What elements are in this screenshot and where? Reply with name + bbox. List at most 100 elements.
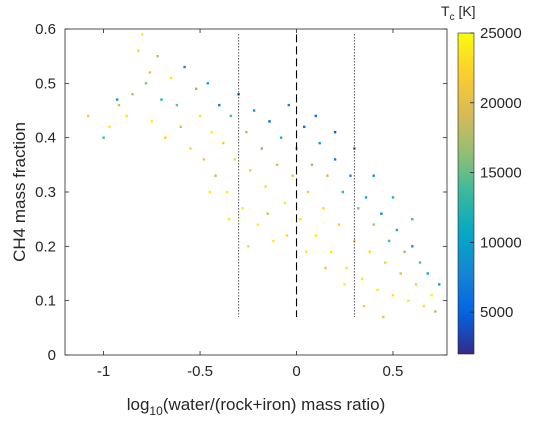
data-point xyxy=(260,147,263,150)
data-point xyxy=(148,71,152,74)
data-point xyxy=(202,158,206,161)
data-point xyxy=(206,82,209,85)
y-tick-label: 0.5 xyxy=(35,75,56,92)
x-tick-label: 0 xyxy=(292,363,300,380)
data-point xyxy=(283,201,287,205)
y-tick-label: 0.3 xyxy=(35,184,56,201)
data-point xyxy=(314,234,317,237)
data-point xyxy=(285,234,289,237)
y-axis-label: CH4 mass fraction xyxy=(10,122,29,262)
data-point xyxy=(407,299,410,302)
data-point xyxy=(387,239,391,243)
data-point xyxy=(115,98,119,101)
data-point xyxy=(391,294,395,297)
reference-lines xyxy=(238,34,355,317)
data-point xyxy=(87,114,90,118)
x-axis-label: log10(water/(rock+iron) mass ratio) xyxy=(127,395,386,418)
data-point xyxy=(198,114,202,118)
colorbar-tick-label: 10000 xyxy=(480,234,522,251)
x-axis-label-base: log xyxy=(127,395,150,414)
data-point xyxy=(247,245,250,248)
colorbar-ticks: 5000 10000 15000 20000 25000 xyxy=(470,25,522,321)
data-point xyxy=(169,76,173,80)
data-point xyxy=(318,141,321,145)
data-point xyxy=(268,120,271,123)
colorbar-tick-label: 5000 xyxy=(480,304,513,321)
y-tick-label: 0 xyxy=(48,347,56,364)
data-point xyxy=(303,125,306,128)
data-point xyxy=(399,272,402,275)
data-point xyxy=(314,114,317,118)
data-point xyxy=(189,147,192,150)
data-point xyxy=(287,103,290,107)
plot-frame xyxy=(64,28,448,356)
data-point xyxy=(411,245,414,248)
data-point xyxy=(430,294,433,297)
data-point xyxy=(310,163,314,166)
data-point xyxy=(150,120,153,123)
data-point xyxy=(403,250,406,253)
data-point xyxy=(364,196,368,199)
colorbar-label-main: T xyxy=(441,3,450,19)
data-point xyxy=(164,136,167,139)
data-point xyxy=(326,174,329,177)
data-point xyxy=(353,239,356,243)
data-point xyxy=(360,277,364,281)
colorbar-tick-label: 20000 xyxy=(480,95,522,112)
data-point xyxy=(299,218,302,221)
data-point xyxy=(144,82,148,85)
data-point xyxy=(306,190,310,194)
data-point xyxy=(349,174,352,177)
data-point xyxy=(291,174,294,177)
data-point xyxy=(141,33,144,36)
data-point xyxy=(341,190,344,194)
data-point xyxy=(422,304,425,308)
y-tick-label: 0.2 xyxy=(35,238,56,255)
data-point xyxy=(279,136,283,139)
data-point xyxy=(227,218,231,221)
data-point xyxy=(382,315,385,319)
data-point xyxy=(345,266,348,270)
data-point xyxy=(305,250,308,253)
colorbar-label: Tc [K] xyxy=(441,3,476,23)
data-point xyxy=(108,125,111,128)
x-axis-ticks: -1 -0.5 0 0.5 xyxy=(97,29,403,380)
data-point xyxy=(368,250,371,253)
data-point xyxy=(333,131,337,134)
colorbar-label-unit: [K] xyxy=(455,3,476,19)
y-tick-label: 0.1 xyxy=(35,293,56,310)
x-axis-label-subscript: 10 xyxy=(149,404,163,418)
y-axis-ticks: 0 0.1 0.2 0.3 0.4 0.5 0.6 xyxy=(35,21,447,364)
x-tick-label: 0.5 xyxy=(383,363,404,380)
data-point xyxy=(229,114,233,118)
data-point xyxy=(380,212,383,215)
data-point xyxy=(175,103,179,107)
data-point xyxy=(131,93,134,96)
x-tick-label: -1 xyxy=(97,363,110,380)
data-point xyxy=(225,190,229,194)
data-point xyxy=(276,163,279,166)
y-tick-label: 0.6 xyxy=(35,21,56,38)
data-point xyxy=(330,250,333,253)
points-layer xyxy=(87,33,441,319)
data-point xyxy=(233,158,236,161)
data-point xyxy=(160,98,163,101)
colorbar-label-subscript: c xyxy=(450,12,455,23)
data-point xyxy=(376,288,379,291)
colorbar xyxy=(457,32,475,355)
data-point xyxy=(249,169,252,172)
data-point xyxy=(418,261,422,264)
data-point xyxy=(343,283,346,286)
data-point xyxy=(426,272,429,275)
data-point xyxy=(414,283,418,286)
data-point xyxy=(357,207,360,210)
data-point xyxy=(156,55,159,58)
data-point xyxy=(372,223,375,226)
data-point xyxy=(237,93,240,96)
data-point xyxy=(245,131,248,134)
data-point xyxy=(362,304,366,308)
data-point xyxy=(183,65,186,69)
data-point xyxy=(256,223,260,226)
